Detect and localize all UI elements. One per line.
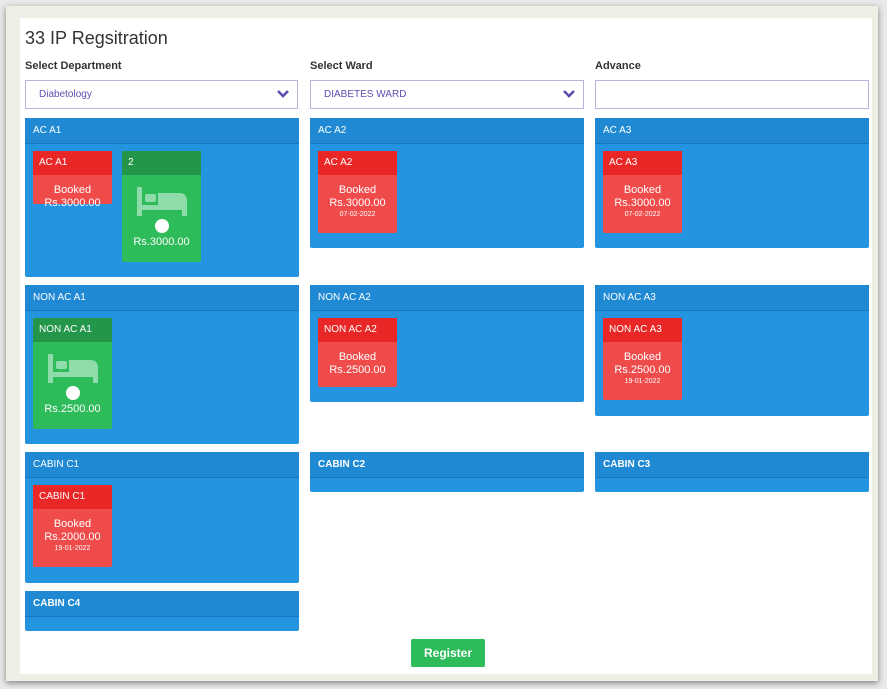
room-title: CABIN C4 — [25, 591, 299, 617]
bed-status: Booked — [623, 351, 662, 363]
page-title: 33 IP Regsitration — [25, 28, 168, 48]
bed-date: 07-02-2022 — [339, 211, 376, 218]
room-cabin-c4: CABIN C4 — [25, 591, 299, 631]
chevron-down-icon — [563, 90, 575, 98]
room-non-ac-a3: NON AC A3 NON AC A3 Booked Rs.2500.00 19… — [595, 285, 869, 416]
department-select[interactable]: Diabetology — [25, 80, 298, 109]
department-value: Diabetology — [39, 89, 92, 100]
bed-card-booked[interactable]: NON AC A2 Booked Rs.2500.00 — [318, 318, 397, 387]
room-title: AC A2 — [310, 118, 584, 144]
room-ac-a3: AC A3 AC A3 Booked Rs.3000.00 07-02-2022 — [595, 118, 869, 248]
room-ac-a1: AC A1 AC A1 Booked Rs.3000.00 2 Rs.3000.… — [25, 118, 299, 277]
advance-label: Advance — [595, 60, 641, 72]
room-title: NON AC A1 — [25, 285, 299, 311]
chevron-down-icon — [277, 90, 289, 98]
bed-card-available[interactable]: NON AC A1 Rs.2500.00 — [33, 318, 112, 429]
bed-icon — [136, 187, 187, 216]
room-non-ac-a2: NON AC A2 NON AC A2 Booked Rs.2500.00 — [310, 285, 584, 402]
ward-label: Select Ward — [310, 60, 373, 72]
register-button[interactable]: Register — [411, 639, 485, 667]
room-cabin-c3: CABIN C3 — [595, 452, 869, 492]
bed-price: Rs.3000.00 — [44, 197, 101, 209]
room-title: AC A3 — [595, 118, 869, 144]
bed-status: Booked — [338, 184, 377, 196]
bed-name: NON AC A2 — [318, 318, 397, 342]
bed-card-booked[interactable]: CABIN C1 Booked Rs.2000.00 19-01-2022 — [33, 485, 112, 567]
room-title: CABIN C2 — [310, 452, 584, 478]
bed-price: Rs.2500.00 — [44, 403, 101, 415]
bed-status: Booked — [53, 518, 92, 530]
room-non-ac-a1: NON AC A1 NON AC A1 Rs.2500.00 — [25, 285, 299, 444]
window-frame: 33 IP Regsitration Select Department Dia… — [6, 6, 878, 681]
ward-value: DIABETES WARD — [324, 89, 407, 100]
availability-indicator — [154, 219, 169, 233]
room-cabin-c2: CABIN C2 — [310, 452, 584, 492]
bed-status: Booked — [623, 184, 662, 196]
bed-price: Rs.2500.00 — [614, 364, 671, 376]
bed-name: 2 — [122, 151, 201, 175]
room-title: AC A1 — [25, 118, 299, 144]
bed-name: CABIN C1 — [33, 485, 112, 509]
room-title: NON AC A3 — [595, 285, 869, 311]
bed-card-available[interactable]: 2 Rs.3000.00 — [122, 151, 201, 262]
bed-card-booked[interactable]: AC A3 Booked Rs.3000.00 07-02-2022 — [603, 151, 682, 233]
bed-date: 07-02-2022 — [624, 211, 661, 218]
room-title: NON AC A2 — [310, 285, 584, 311]
bed-price: Rs.3000.00 — [614, 197, 671, 209]
bed-card-booked[interactable]: AC A2 Booked Rs.3000.00 07-02-2022 — [318, 151, 397, 233]
advance-input[interactable] — [595, 80, 869, 109]
bed-price: Rs.2500.00 — [329, 364, 386, 376]
bed-card-booked[interactable]: AC A1 Booked Rs.3000.00 — [33, 151, 112, 209]
bed-price: Rs.3000.00 — [133, 236, 190, 248]
department-label: Select Department — [25, 60, 122, 72]
registration-panel: 33 IP Regsitration Select Department Dia… — [20, 18, 872, 674]
bed-name: AC A1 — [33, 151, 112, 175]
bed-date: 19-01-2022 — [624, 378, 661, 385]
bed-name: AC A3 — [603, 151, 682, 175]
bed-name: AC A2 — [318, 151, 397, 175]
room-title: CABIN C1 — [25, 452, 299, 478]
room-cabin-c1: CABIN C1 CABIN C1 Booked Rs.2000.00 19-0… — [25, 452, 299, 583]
bed-name: NON AC A1 — [33, 318, 112, 342]
bed-status: Booked — [338, 351, 377, 363]
room-title: CABIN C3 — [595, 452, 869, 478]
bed-status: Booked — [53, 184, 92, 196]
bed-icon — [47, 354, 98, 383]
ward-select[interactable]: DIABETES WARD — [310, 80, 584, 109]
bed-price: Rs.3000.00 — [329, 197, 386, 209]
bed-price: Rs.2000.00 — [44, 531, 101, 543]
room-ac-a2: AC A2 AC A2 Booked Rs.3000.00 07-02-2022 — [310, 118, 584, 248]
availability-indicator — [65, 386, 80, 400]
bed-name: NON AC A3 — [603, 318, 682, 342]
bed-card-booked[interactable]: NON AC A3 Booked Rs.2500.00 19-01-2022 — [603, 318, 682, 400]
bed-date: 19-01-2022 — [54, 545, 91, 552]
